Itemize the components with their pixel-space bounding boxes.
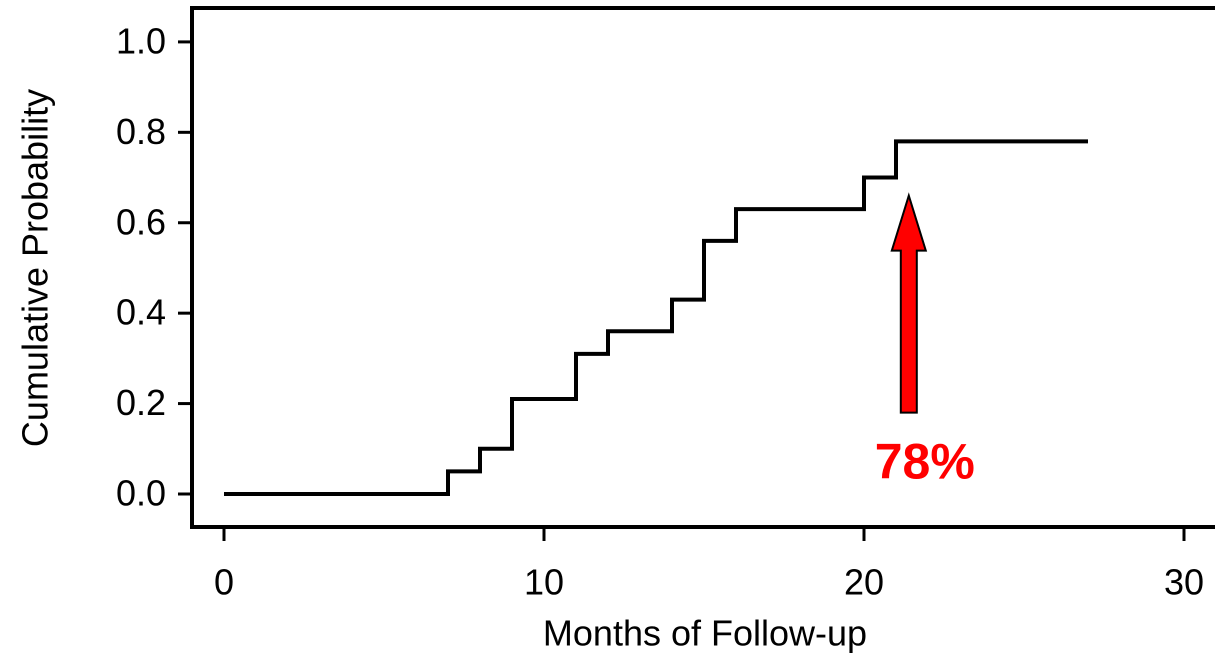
step-line (224, 139, 1088, 496)
y-tick-label: 0.4 (116, 292, 166, 333)
y-axis-label: Cumulative Probability (15, 89, 56, 447)
annotation-arrow (890, 192, 928, 414)
x-tick-label: 0 (214, 562, 234, 603)
y-tick-label: 0.2 (116, 382, 166, 423)
x-tick-label: 30 (1164, 562, 1204, 603)
y-tick-label: 0.6 (116, 201, 166, 242)
annotation-label: 78% (875, 433, 975, 489)
y-tick-label: 1.0 (116, 20, 166, 61)
plot-frame (190, 6, 1215, 529)
x-tick-label: 20 (844, 562, 884, 603)
x-axis-label: Months of Follow-up (543, 613, 867, 654)
x-tick-label: 10 (524, 562, 564, 603)
y-tick-label: 0.8 (116, 111, 166, 152)
y-tick-label: 0.0 (116, 473, 166, 514)
